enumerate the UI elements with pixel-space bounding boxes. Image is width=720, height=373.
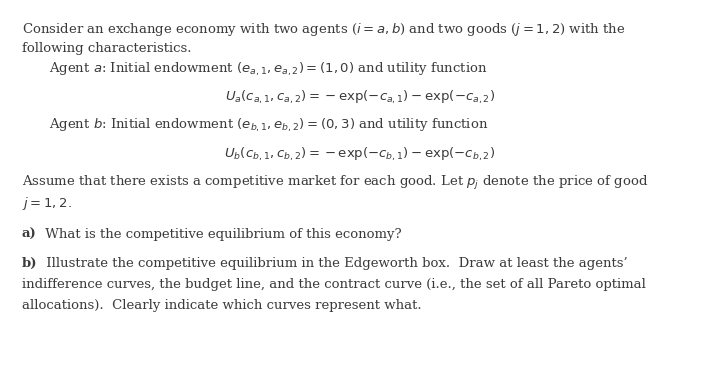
Text: $U_a(c_{a,1}, c_{a,2}) = -\exp(-c_{a,1}) - \exp(-c_{a,2})$: $U_a(c_{a,1}, c_{a,2}) = -\exp(-c_{a,1})… xyxy=(225,89,495,106)
Text: b): b) xyxy=(22,257,37,270)
Text: Agent $b$: Initial endowment $(e_{b,1}, e_{b,2}) = (0, 3)$ and utility function: Agent $b$: Initial endowment $(e_{b,1}, … xyxy=(49,117,488,134)
Text: Consider an exchange economy with two agents ($i = a, b$) and two goods ($j = 1,: Consider an exchange economy with two ag… xyxy=(22,21,625,38)
Text: $j = 1, 2.$: $j = 1, 2.$ xyxy=(22,195,71,212)
Text: Agent $a$: Initial endowment $(e_{a,1}, e_{a,2}) = (1, 0)$ and utility function: Agent $a$: Initial endowment $(e_{a,1}, … xyxy=(49,60,487,78)
Text: Illustrate the competitive equilibrium in the Edgeworth box.  Draw at least the : Illustrate the competitive equilibrium i… xyxy=(42,257,627,270)
Text: indifference curves, the budget line, and the contract curve (i.e., the set of a: indifference curves, the budget line, an… xyxy=(22,278,645,291)
Text: What is the competitive equilibrium of this economy?: What is the competitive equilibrium of t… xyxy=(40,228,401,241)
Text: following characteristics.: following characteristics. xyxy=(22,42,191,55)
Text: $U_b(c_{b,1}, c_{b,2}) = -\exp(-c_{b,1}) - \exp(-c_{b,2})$: $U_b(c_{b,1}, c_{b,2}) = -\exp(-c_{b,1})… xyxy=(225,145,495,163)
Text: a): a) xyxy=(22,228,36,241)
Text: Assume that there exists a competitive market for each good. Let $p_j$ denote th: Assume that there exists a competitive m… xyxy=(22,174,648,192)
Text: allocations).  Clearly indicate which curves represent what.: allocations). Clearly indicate which cur… xyxy=(22,299,421,312)
